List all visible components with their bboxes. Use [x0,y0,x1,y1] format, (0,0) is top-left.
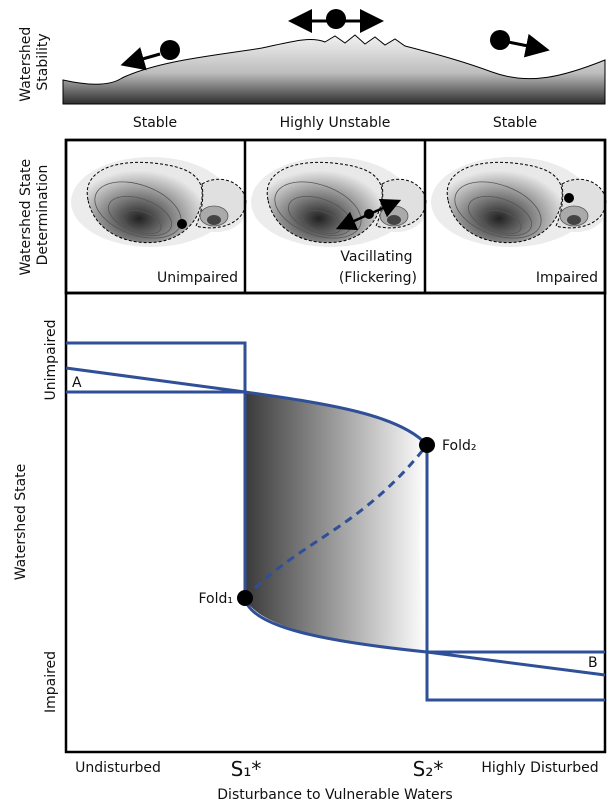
side-label: Watershed State Determination [18,154,51,275]
arrow [507,33,550,58]
fold-point [237,590,253,606]
x-axis-label: Highly Disturbed [481,760,598,776]
upper-branch [65,366,429,447]
label-line: Stability [35,33,51,90]
stability-landscape [62,34,606,105]
panel-label: Vacillating (Flickering) [339,249,417,286]
point-label: B [588,655,598,671]
lower-branch [243,597,606,677]
ball [326,9,346,29]
fold-label: Fold₁ [198,591,233,607]
ball [177,219,187,229]
threshold-box [66,341,247,598]
ball [564,193,574,203]
label-line: Vacillating [340,249,412,265]
side-label: Watershed Stability [18,22,51,102]
panel-label: Unimpaired [157,270,238,286]
x-axis-label: S₂* [413,757,444,781]
ball [364,209,374,219]
diagram-frame [64,291,607,754]
region-label: Stable [133,115,177,131]
panel-label: Impaired [536,270,598,286]
label-line: (Flickering) [339,270,417,286]
fold-label: Fold₂ [442,438,477,454]
y-axis-label: Watershed State [13,464,29,581]
hysteresis-region [245,392,427,652]
label-line: Watershed State [18,159,34,276]
fold-point [419,437,435,453]
unstable-branch [243,444,429,600]
threshold-box [425,445,605,702]
label-line: Watershed [18,27,34,102]
label-line: Determination [35,165,51,266]
ball [160,40,180,60]
ball [490,30,510,50]
x-axis-label: Undisturbed [75,760,161,776]
arrow [120,47,161,71]
x-axis-label: S₁* [231,757,262,781]
point-label: A [72,375,82,391]
region-label: Highly Unstable [280,115,391,131]
y-axis-label: Unimpaired [43,320,59,401]
region-label: Stable [493,115,537,131]
x-axis-title: Disturbance to Vulnerable Waters [217,787,452,803]
y-axis-label: Impaired [43,651,59,713]
